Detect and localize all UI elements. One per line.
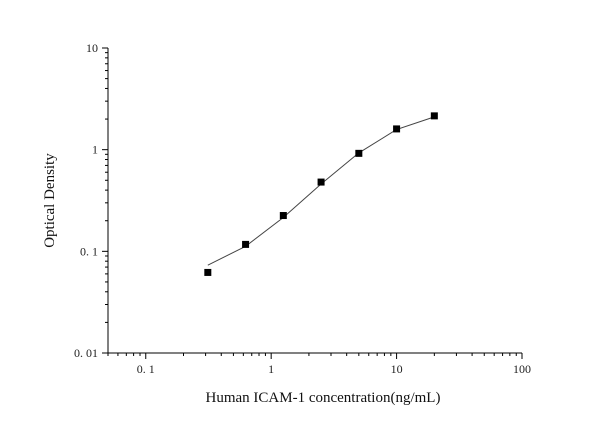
y-axis-tick-labels: 0. 01 0. 1 1 10 (74, 41, 98, 360)
y-tick-label: 0. 1 (80, 244, 98, 258)
y-tick-label: 0. 01 (74, 346, 98, 360)
x-axis-title: Human ICAM-1 concentration(ng/mL) (206, 390, 441, 406)
plot-area: 0. 1 1 10 100 0. 01 0. 1 1 10 (74, 41, 531, 376)
data-point (355, 149, 363, 157)
x-axis-ticks (107, 353, 523, 359)
y-tick-label: 1 (92, 143, 98, 157)
y-axis-ticks (102, 47, 108, 354)
y-axis-title: Optical Density (42, 153, 58, 248)
data-point (204, 268, 212, 276)
x-tick-label: 100 (513, 362, 531, 376)
data-point (393, 125, 401, 133)
data-point (430, 112, 438, 120)
data-point (279, 212, 287, 220)
data-point (242, 240, 250, 248)
x-tick-label: 10 (391, 362, 403, 376)
data-points (204, 112, 438, 276)
y-tick-label: 10 (86, 41, 98, 55)
x-tick-label: 1 (268, 362, 274, 376)
fit-curve-line (207, 116, 435, 266)
data-point (317, 178, 325, 186)
x-tick-label: 0. 1 (137, 362, 155, 376)
x-axis-tick-labels: 0. 1 1 10 100 (137, 362, 531, 376)
